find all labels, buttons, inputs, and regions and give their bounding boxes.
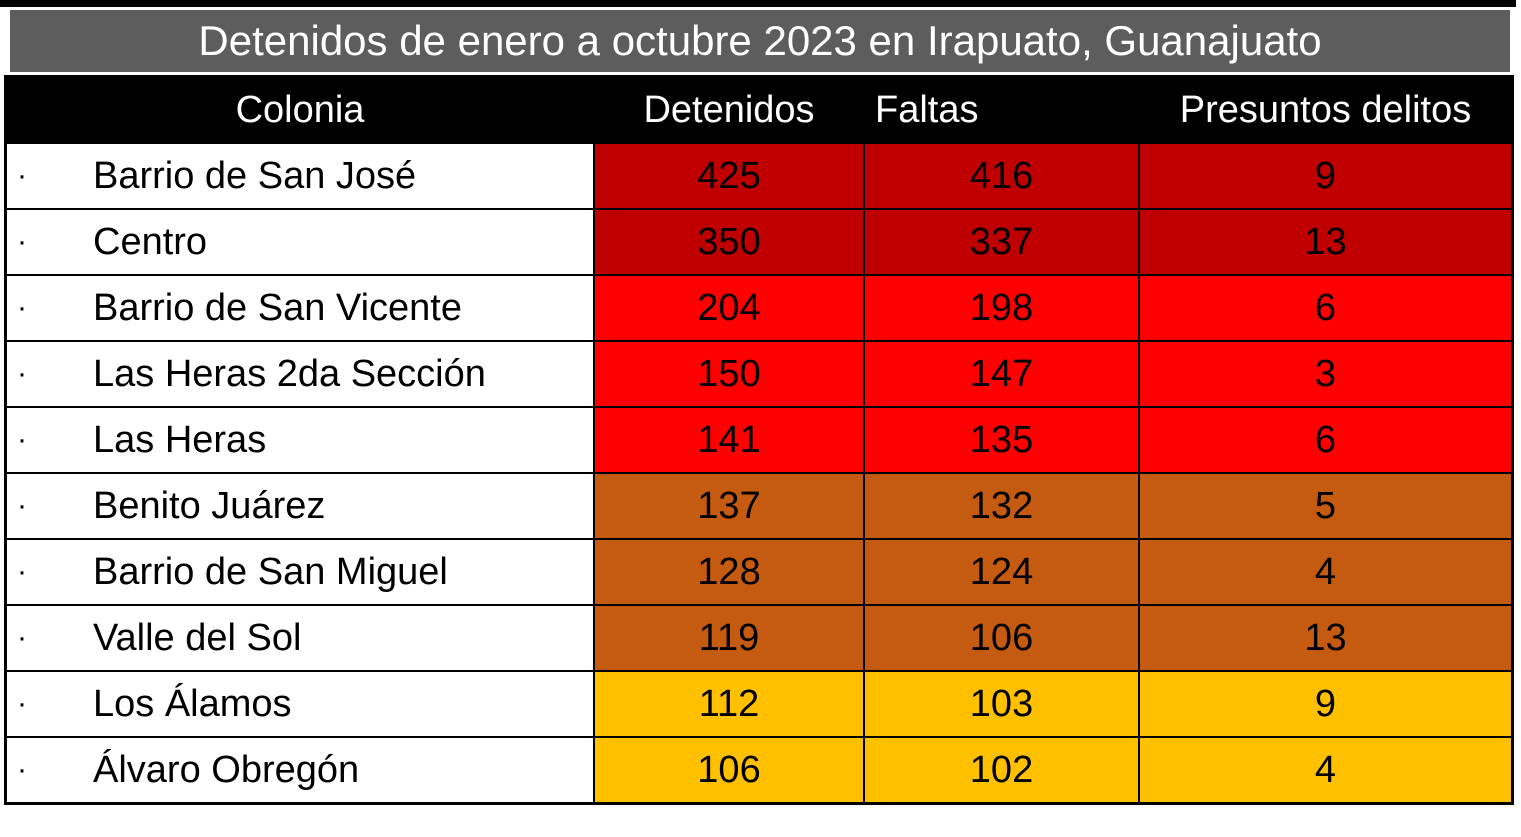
detenidos-cell: 204 xyxy=(595,276,863,340)
presuntos-delitos-cell: 13 xyxy=(1140,606,1511,670)
colonia-cell: · Barrio de San Miguel xyxy=(7,540,593,604)
bullet-marker: · xyxy=(17,621,27,654)
detenidos-cell: 128 xyxy=(595,540,863,604)
table-title: Detenidos de enero a octubre 2023 en Ira… xyxy=(198,17,1322,64)
faltas-cell: 337 xyxy=(865,210,1138,274)
column-header-detenidos: Detenidos xyxy=(595,78,863,142)
detenidos-cell: 137 xyxy=(595,474,863,538)
colonia-name: Los Álamos xyxy=(93,682,292,725)
presuntos-delitos-cell: 6 xyxy=(1140,276,1511,340)
colonia-cell: · Benito Juárez xyxy=(7,474,593,538)
colonia-cell: · Valle del Sol xyxy=(7,606,593,670)
presuntos-delitos-cell: 4 xyxy=(1140,738,1511,802)
column-header-colonia: Colonia xyxy=(7,78,593,142)
faltas-cell: 135 xyxy=(865,408,1138,472)
colonia-cell: · Las Heras xyxy=(7,408,593,472)
faltas-cell: 416 xyxy=(865,144,1138,208)
table-title-bar: Detenidos de enero a octubre 2023 en Ira… xyxy=(10,10,1510,72)
bullet-marker: · xyxy=(17,291,27,324)
colonia-name: Las Heras 2da Sección xyxy=(93,352,486,395)
faltas-cell: 106 xyxy=(865,606,1138,670)
detenidos-cell: 119 xyxy=(595,606,863,670)
faltas-cell: 132 xyxy=(865,474,1138,538)
faltas-cell: 198 xyxy=(865,276,1138,340)
presuntos-delitos-cell: 4 xyxy=(1140,540,1511,604)
detenidos-cell: 150 xyxy=(595,342,863,406)
bullet-marker: · xyxy=(17,423,27,456)
detenidos-cell: 112 xyxy=(595,672,863,736)
colonia-cell: · Centro xyxy=(7,210,593,274)
column-header-presuntos-delitos: Presuntos delitos xyxy=(1140,78,1511,142)
colonia-cell: · Barrio de San José xyxy=(7,144,593,208)
presuntos-delitos-cell: 9 xyxy=(1140,672,1511,736)
colonia-name: Barrio de San José xyxy=(93,154,417,197)
bullet-marker: · xyxy=(17,159,27,192)
colonia-name: Barrio de San Miguel xyxy=(93,550,448,593)
bullet-marker: · xyxy=(17,357,27,390)
top-border-strip xyxy=(0,0,1516,7)
bullet-marker: · xyxy=(17,753,27,786)
faltas-cell: 124 xyxy=(865,540,1138,604)
bullet-marker: · xyxy=(17,687,27,720)
bullet-marker: · xyxy=(17,489,27,522)
faltas-cell: 102 xyxy=(865,738,1138,802)
faltas-cell: 103 xyxy=(865,672,1138,736)
colonia-name: Centro xyxy=(93,220,208,263)
colonia-name: Benito Juárez xyxy=(93,484,326,527)
presuntos-delitos-cell: 3 xyxy=(1140,342,1511,406)
detenidos-cell: 141 xyxy=(595,408,863,472)
bullet-marker: · xyxy=(17,555,27,588)
colonia-name: Barrio de San Vicente xyxy=(93,286,462,329)
colonia-cell: · Los Álamos xyxy=(7,672,593,736)
presuntos-delitos-cell: 9 xyxy=(1140,144,1511,208)
colonia-cell: · Barrio de San Vicente xyxy=(7,276,593,340)
presuntos-delitos-cell: 13 xyxy=(1140,210,1511,274)
colonia-name: Las Heras xyxy=(93,418,267,461)
detenidos-cell: 106 xyxy=(595,738,863,802)
detenidos-cell: 425 xyxy=(595,144,863,208)
presuntos-delitos-cell: 6 xyxy=(1140,408,1511,472)
colonia-name: Álvaro Obregón xyxy=(93,748,360,791)
colonia-name: Valle del Sol xyxy=(93,616,302,659)
presuntos-delitos-cell: 5 xyxy=(1140,474,1511,538)
column-header-faltas: Faltas xyxy=(865,78,1138,142)
colonia-cell: · Las Heras 2da Sección xyxy=(7,342,593,406)
colonia-cell: · Álvaro Obregón xyxy=(7,738,593,802)
detainees-table: Colonia Detenidos Faltas Presuntos delit… xyxy=(4,75,1514,805)
bullet-marker: · xyxy=(17,225,27,258)
detenidos-cell: 350 xyxy=(595,210,863,274)
faltas-cell: 147 xyxy=(865,342,1138,406)
